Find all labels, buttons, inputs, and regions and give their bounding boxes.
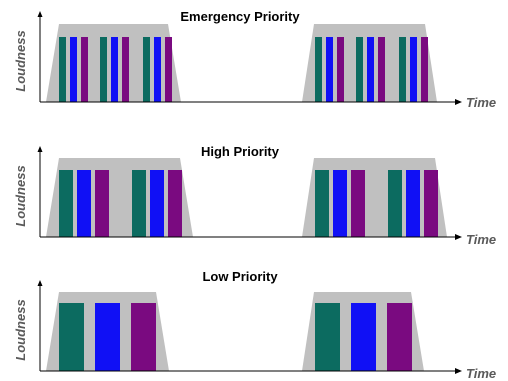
y-axis-label: Loudness	[13, 165, 28, 226]
blue-tone-bar	[111, 37, 118, 102]
teal-tone-bar	[59, 303, 84, 371]
panel-title: Emergency Priority	[180, 9, 300, 24]
tone-bars	[59, 37, 428, 102]
x-axis-label: Time	[466, 95, 496, 110]
purple-tone-bar	[165, 37, 172, 102]
teal-tone-bar	[388, 170, 402, 237]
purple-tone-bar	[337, 37, 344, 102]
y-axis-arrow	[37, 11, 43, 17]
teal-tone-bar	[315, 303, 340, 371]
y-axis-label: Loudness	[13, 299, 28, 360]
blue-tone-bar	[406, 170, 420, 237]
teal-tone-bar	[315, 37, 322, 102]
purple-tone-bar	[131, 303, 156, 371]
y-axis-label: Loudness	[13, 30, 28, 91]
purple-tone-bar	[122, 37, 129, 102]
blue-tone-bar	[333, 170, 347, 237]
teal-tone-bar	[356, 37, 363, 102]
x-axis-arrow	[455, 368, 462, 374]
teal-tone-bar	[100, 37, 107, 102]
panel-high: High Priority Loudness Time	[13, 144, 496, 247]
blue-tone-bar	[95, 303, 120, 371]
purple-tone-bar	[387, 303, 412, 371]
teal-tone-bar	[399, 37, 406, 102]
panel-title: Low Priority	[202, 269, 278, 284]
tone-bars	[59, 303, 412, 371]
teal-tone-bar	[143, 37, 150, 102]
x-axis-label: Time	[466, 232, 496, 247]
purple-tone-bar	[95, 170, 109, 237]
panel-low: Low Priority Loudness Time	[13, 269, 496, 381]
purple-tone-bar	[421, 37, 428, 102]
teal-tone-bar	[59, 170, 73, 237]
purple-tone-bar	[81, 37, 88, 102]
teal-tone-bar	[315, 170, 329, 237]
y-axis-arrow	[37, 280, 43, 286]
panel-emergency: Emergency Priority Loudness Time	[13, 9, 496, 110]
purple-tone-bar	[378, 37, 385, 102]
tone-bars	[59, 170, 438, 237]
blue-tone-bar	[150, 170, 164, 237]
blue-tone-bar	[154, 37, 161, 102]
x-axis-label: Time	[466, 366, 496, 381]
x-axis-arrow	[455, 234, 462, 240]
blue-tone-bar	[326, 37, 333, 102]
purple-tone-bar	[424, 170, 438, 237]
blue-tone-bar	[410, 37, 417, 102]
blue-tone-bar	[77, 170, 91, 237]
x-axis-arrow	[455, 99, 462, 105]
y-axis-arrow	[37, 146, 43, 152]
panel-title: High Priority	[201, 144, 280, 159]
purple-tone-bar	[168, 170, 182, 237]
blue-tone-bar	[367, 37, 374, 102]
teal-tone-bar	[132, 170, 146, 237]
teal-tone-bar	[59, 37, 66, 102]
blue-tone-bar	[70, 37, 77, 102]
purple-tone-bar	[351, 170, 365, 237]
blue-tone-bar	[351, 303, 376, 371]
